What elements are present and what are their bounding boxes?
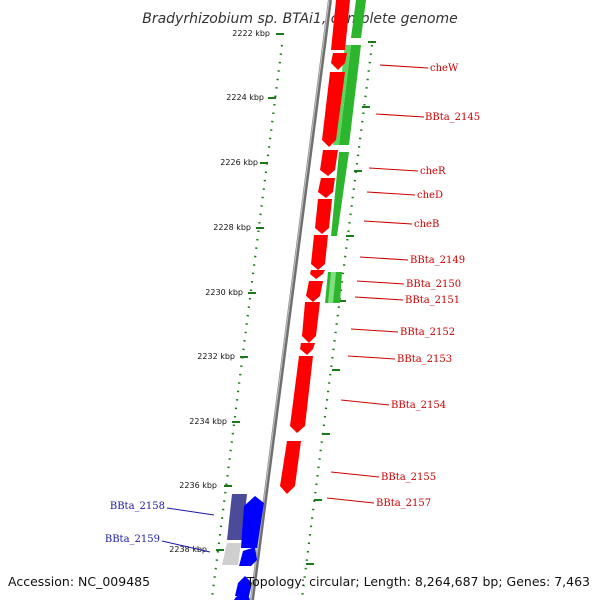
- gene-arrow-red[interactable]: [306, 281, 323, 302]
- gene-label-bbta-2149[interactable]: BBta_2149: [410, 255, 465, 266]
- scale-tick-label: 2230 kbp: [205, 288, 243, 297]
- gene-block-gray: [222, 543, 241, 565]
- scale-tick-label: 2234 kbp: [189, 417, 227, 426]
- gene-label-bbta-2150[interactable]: BBta_2150: [406, 279, 461, 290]
- gene-arrow-red[interactable]: [320, 150, 338, 176]
- gene-label-bbta-2151[interactable]: BBta_2151: [405, 295, 460, 306]
- gene-block-green[interactable]: [331, 152, 349, 236]
- gene-label-bbta-2157[interactable]: BBta_2157: [376, 498, 431, 509]
- scale-tick-label: 2226 kbp: [220, 158, 258, 167]
- genome-backbone-highlight: [250, 0, 330, 600]
- gene-arrow-red[interactable]: [300, 343, 315, 355]
- gene-arrow-red[interactable]: [310, 270, 325, 279]
- gene-arrow-red[interactable]: [302, 302, 320, 343]
- gene-arrow-red[interactable]: [318, 178, 335, 198]
- right-label-leaders: [326, 64, 429, 504]
- gene-arrow-blue[interactable]: [241, 496, 264, 548]
- scale-ticks: 2222 kbp 2224 kbp 2226 kbp 2228 kbp 2230…: [169, 29, 284, 554]
- left-label-leaders: [161, 507, 215, 553]
- gene-arrow-blue[interactable]: [234, 591, 250, 600]
- gene-label-cher[interactable]: cheR: [420, 166, 446, 177]
- gene-label-chew[interactable]: cheW: [430, 63, 459, 74]
- left-gene-labels: BBta_2158 BBta_2159: [105, 501, 165, 545]
- gene-arrow-red[interactable]: [315, 199, 332, 234]
- other-strand-genes: [222, 494, 264, 600]
- scale-tick-label: 2222 kbp: [232, 29, 270, 38]
- gene-block-green[interactable]: [339, 45, 361, 145]
- gene-label-bbta-2153[interactable]: BBta_2153: [397, 354, 452, 365]
- gene-arrow-red[interactable]: [322, 72, 345, 147]
- gene-label-cheb[interactable]: cheB: [414, 219, 439, 230]
- forward-strand-genes: [280, 0, 350, 494]
- scale-tick-label: 2232 kbp: [197, 352, 235, 361]
- map-title: Bradyrhizobium sp. BTAi1, complete genom…: [142, 11, 458, 27]
- gene-arrow-red[interactable]: [311, 235, 328, 270]
- gene-block-green-shade: [328, 272, 336, 303]
- gene-label-bbta-2152[interactable]: BBta_2152: [400, 327, 455, 338]
- gene-label-bbta-2155[interactable]: BBta_2155: [381, 472, 436, 483]
- gene-label-bbta-2145[interactable]: BBta_2145: [425, 112, 480, 123]
- gene-label-bbta-2159[interactable]: BBta_2159: [105, 534, 160, 545]
- scale-tick-label: 2224 kbp: [226, 93, 264, 102]
- right-gene-labels: cheW BBta_2145 cheR cheD cheB BBta_2149 …: [376, 63, 480, 509]
- gene-arrow-red[interactable]: [331, 0, 350, 50]
- scale-tick-label: 2228 kbp: [213, 223, 251, 232]
- gene-block-green[interactable]: [351, 0, 366, 38]
- scale-tick-label: 2236 kbp: [179, 481, 217, 490]
- gene-label-ched[interactable]: cheD: [417, 190, 443, 201]
- gene-label-bbta-2158[interactable]: BBta_2158: [110, 501, 165, 512]
- genome-backbone: [250, 0, 332, 600]
- gene-arrow-red[interactable]: [331, 53, 347, 70]
- genome-summary-text: Topology: circular; Length: 8,264,687 bp…: [246, 574, 590, 589]
- gene-arrow-red[interactable]: [290, 356, 313, 433]
- gene-arrow-red[interactable]: [280, 441, 301, 494]
- gene-arrow-blue[interactable]: [235, 576, 252, 596]
- right-track-ticks: [306, 41, 376, 565]
- gene-arrow-blue[interactable]: [239, 547, 257, 566]
- scale-tick-label: 2238 kbp: [169, 545, 207, 554]
- accession-text: Accession: NC_009485: [8, 574, 150, 589]
- gene-label-bbta-2154[interactable]: BBta_2154: [391, 400, 446, 411]
- gene-block-blue-muted[interactable]: [227, 494, 247, 540]
